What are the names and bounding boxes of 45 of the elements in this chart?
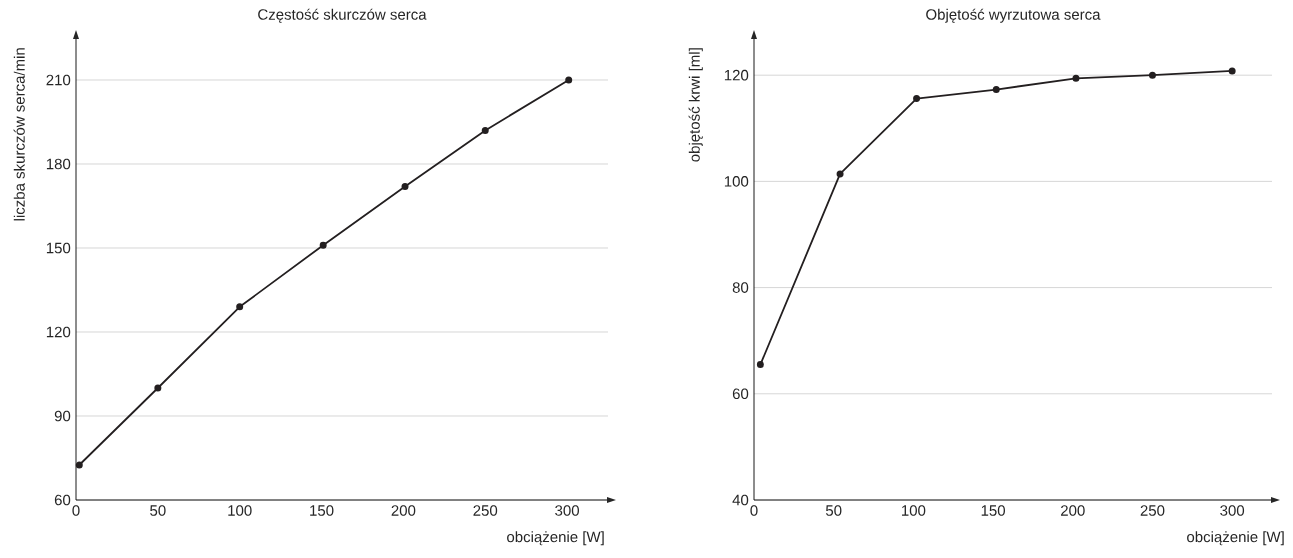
y-tick-label: 60	[732, 388, 749, 400]
x-tick-label: 300	[1220, 505, 1245, 516]
y-tick-label: 210	[46, 74, 71, 86]
x-tick-label: 200	[391, 505, 416, 516]
x-tick-label: 200	[1061, 505, 1085, 516]
point	[565, 76, 573, 84]
chart-title: Objętość wyrzutowa serca	[926, 8, 1101, 23]
y-tick-label: 150	[46, 242, 71, 254]
y-tick-label: 40	[732, 494, 749, 506]
y-tick-label: 100	[724, 176, 749, 187]
point	[154, 384, 162, 392]
point	[1072, 74, 1080, 82]
x-tick-label: 100	[228, 505, 252, 516]
x-tick-label: 250	[473, 505, 498, 516]
y-axis-title: liczba skurczów serca/min	[13, 48, 25, 221]
y-tick-label: 120	[46, 326, 71, 338]
y-tick-label: 180	[46, 158, 71, 170]
x-tick-label: 0	[750, 505, 758, 516]
x-axis-title: obciążenie [W]	[1187, 531, 1284, 546]
x-tick-label: 150	[310, 505, 334, 516]
point	[401, 182, 409, 190]
point	[1228, 67, 1236, 75]
point	[836, 170, 844, 178]
y-tick-label: 90	[54, 410, 71, 422]
point	[236, 303, 244, 311]
x-tick-label: 150	[981, 505, 1005, 516]
x-tick-label: 50	[150, 505, 166, 516]
point	[913, 95, 921, 103]
x-tick-label: 50	[825, 505, 842, 516]
y-tick-label: 120	[724, 69, 749, 81]
point	[319, 241, 327, 249]
point	[992, 86, 1000, 94]
x-axis-title: obciążenie [W]	[507, 531, 604, 546]
y-tick-label: 60	[54, 494, 71, 506]
y-axis-title: objętość krwi [ml]	[688, 48, 703, 162]
point	[1148, 71, 1156, 79]
point	[75, 461, 83, 469]
x-tick-label: 100	[902, 505, 926, 516]
chart-title: Częstość skurczów serca	[258, 8, 427, 23]
x-tick-label: 250	[1140, 505, 1165, 516]
x-tick-label: 0	[72, 505, 80, 516]
point	[481, 126, 489, 134]
x-tick-label: 300	[555, 505, 579, 516]
point	[756, 361, 764, 369]
y-tick-label: 80	[732, 282, 749, 293]
